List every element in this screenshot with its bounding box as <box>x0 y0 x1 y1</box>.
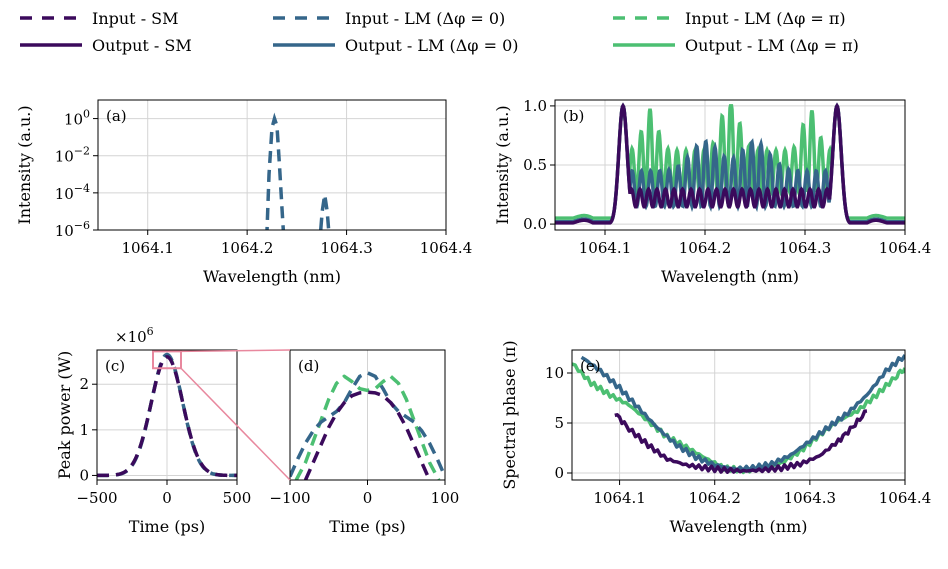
legend: Input - SM Output - SM Input - LM (Δφ = 0)… <box>20 9 859 55</box>
ytick-label-1: 5 <box>554 414 564 432</box>
legend-label-1: Output - SM <box>92 36 192 55</box>
yaxis-label: Intensity (a.u.) <box>15 105 34 224</box>
legend-label-5: Output - LM (Δφ = π) <box>685 36 859 55</box>
panel-b: 1064.1 1064.2 1064.3 1064.4 0.0 0.5 1.0 Wavelen… <box>493 97 931 286</box>
series-sm <box>614 409 868 474</box>
panel-label: (a) <box>106 107 127 125</box>
ytick-label-2: 10−2 <box>55 145 90 166</box>
xtick-label-2: 1064.3 <box>320 239 373 257</box>
panel-e: 1064.1 1064.2 1064.3 1064.4 0 5 10 Wavelength (… <box>500 340 931 536</box>
xtick-label-0: 1064.1 <box>579 239 632 257</box>
xtick-label-2: 1064.3 <box>784 489 837 507</box>
series-lm0 <box>290 371 445 478</box>
xtick-label-3: 1064.4 <box>879 489 932 507</box>
series-lm0-0 <box>265 112 286 230</box>
xtick-label-1: 0 <box>162 489 172 507</box>
ytick-label-1: 0.5 <box>523 156 547 174</box>
ytick-label-0: 0 <box>79 466 89 484</box>
xtick-label-0: 1064.1 <box>593 489 646 507</box>
zoom-connector-top <box>180 349 291 353</box>
xtick-label-2: 1064.3 <box>779 239 832 257</box>
xtick-label-0: −500 <box>76 489 117 507</box>
xtick-label-2: 500 <box>223 489 252 507</box>
xtick-label-0: 1064.1 <box>121 239 174 257</box>
xtick-label-1: 1064.2 <box>688 489 741 507</box>
ytick-label-3-base: 10 <box>64 111 83 129</box>
xtick-label-1: 1064.2 <box>679 239 732 257</box>
xaxis-label: Wavelength (nm) <box>661 267 799 286</box>
ytick-label-0: 10−6 <box>55 219 90 240</box>
ytick-label-2-base: 10 <box>55 148 74 166</box>
panel-c: −500 0 500 0 1 2 Time (ps) (c) Peak power (W) ×10… <box>55 325 251 536</box>
ytick-label-1: 1 <box>79 421 89 439</box>
legend-label-2: Input - LM (Δφ = 0) <box>345 9 505 28</box>
legend-label-3: Output - LM (Δφ = 0) <box>345 36 519 55</box>
y-multiplier: ×106 <box>115 325 154 346</box>
axes-frame <box>97 99 447 231</box>
yaxis-label: Peak power (W) <box>55 351 74 480</box>
zoom-connector-bottom <box>180 367 291 481</box>
yaxis-label: Spectral phase (π) <box>500 340 519 489</box>
yaxis-label: Intensity (a.u.) <box>493 105 512 224</box>
zoom-box <box>152 350 182 370</box>
ytick-label-1: 10−4 <box>55 182 90 203</box>
xtick-label-1: 0 <box>363 489 373 507</box>
series-sm <box>97 355 237 478</box>
ytick-label-0-exp: −6 <box>74 219 90 232</box>
axes-frame <box>571 349 906 481</box>
ytick-label-2: 1.0 <box>523 97 547 115</box>
legend-label-4: Input - LM (Δφ = π) <box>685 9 846 28</box>
xaxis-label: Wavelength (nm) <box>203 267 341 286</box>
ytick-label-2: 2 <box>79 375 89 393</box>
ytick-label-3: 100 <box>64 108 90 129</box>
panel-a: 1064.1 1064.2 1064.3 1064.410−610−410−2100W… <box>15 99 473 286</box>
series-lm0-1 <box>318 194 331 230</box>
series-lmpi <box>572 362 905 475</box>
zoom-connectors <box>180 349 291 481</box>
ytick-label-0: 0.0 <box>523 215 547 233</box>
xtick-label-0: −100 <box>269 489 310 507</box>
ytick-label-1-exp: −4 <box>74 182 90 195</box>
series-sm <box>555 102 905 225</box>
xaxis-label: Wavelength (nm) <box>669 517 807 536</box>
series-sm <box>303 390 432 480</box>
ytick-label-1-base: 10 <box>55 185 74 203</box>
panel-label: (d) <box>298 357 319 375</box>
panel-label: (e) <box>580 357 601 375</box>
y-multiplier-exp: 6 <box>147 325 154 338</box>
xtick-label-1: 1064.2 <box>221 239 274 257</box>
xaxis-label: Time (ps) <box>329 517 405 536</box>
legend-label-0: Input - SM <box>92 9 179 28</box>
ytick-label-0-base: 10 <box>55 222 74 240</box>
xaxis-label: Time (ps) <box>129 517 205 536</box>
ytick-label-3-exp: 0 <box>83 108 90 121</box>
xtick-label-3: 1064.4 <box>879 239 932 257</box>
ytick-label-2: 10 <box>545 364 564 382</box>
ytick-label-2-exp: −2 <box>74 145 90 158</box>
xtick-label-3: 1064.4 <box>420 239 473 257</box>
panel-d: −100 0 100 Time (ps) (d) <box>269 349 460 536</box>
panel-label: (b) <box>563 107 584 125</box>
panel-label: (c) <box>105 357 125 375</box>
ytick-label-0: 0 <box>554 464 564 482</box>
xtick-label-2: 100 <box>431 489 460 507</box>
